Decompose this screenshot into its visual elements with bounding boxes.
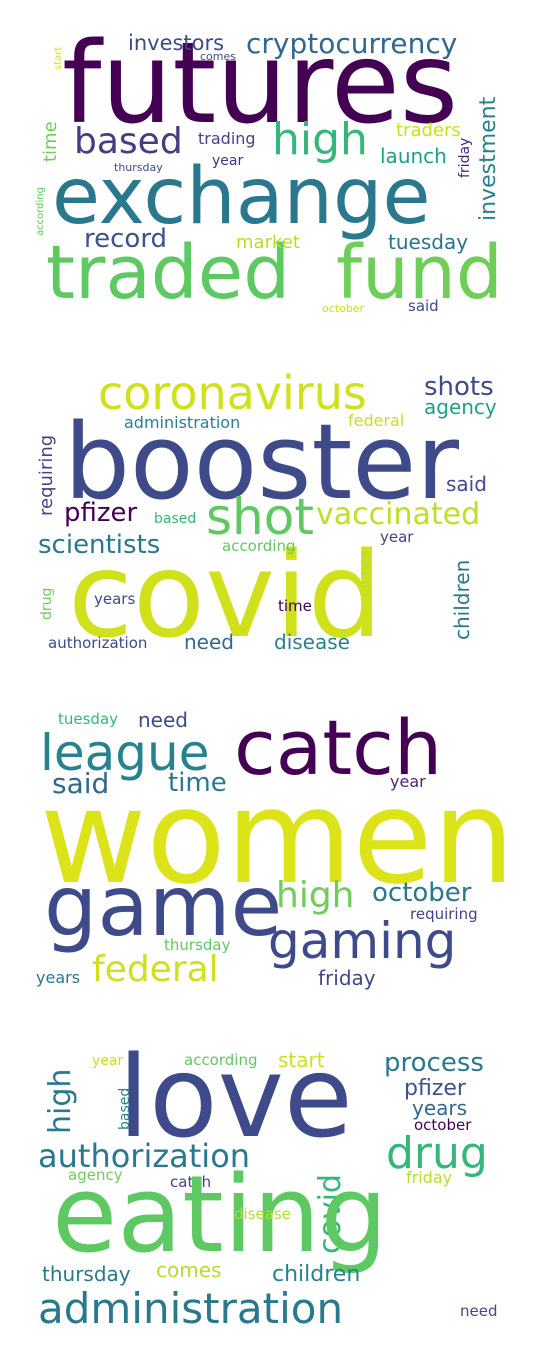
word-time: time [168, 768, 227, 798]
word-thursday: thursday [114, 161, 163, 174]
word-year: year [390, 772, 426, 791]
word-investors: investors [128, 31, 225, 55]
word-need: need [184, 630, 234, 654]
word-disease: disease [234, 1205, 291, 1223]
word-according: according [184, 1051, 258, 1069]
word-year: year [92, 1053, 124, 1069]
word-cloud-1: futures exchange traded fund cryptocurre… [0, 0, 534, 334]
word-process: process [384, 1048, 484, 1078]
word-year: year [380, 528, 414, 546]
word-tuesday: tuesday [58, 710, 119, 728]
word-requiring: requiring [410, 905, 478, 923]
word-agency: agency [68, 1166, 123, 1184]
word-scientists: scientists [38, 530, 161, 560]
word-administration: administration [124, 413, 241, 432]
word-comes: comes [156, 1258, 222, 1282]
word-covid: covid [68, 526, 383, 664]
word-according: according [222, 537, 296, 555]
word-thursday: thursday [42, 1262, 131, 1286]
word-league: league [40, 724, 210, 782]
word-friday: friday [457, 137, 473, 178]
word-said: said [408, 297, 439, 315]
word-years: years [94, 590, 136, 608]
word-pfizer: pfizer [64, 498, 138, 528]
word-friday: friday [406, 1168, 453, 1187]
word-coronavirus: coronavirus [98, 366, 367, 420]
word-trading: trading [198, 129, 256, 148]
word-need: need [138, 708, 188, 732]
word-catch: catch [170, 1173, 212, 1191]
word-based: based [117, 1087, 133, 1130]
word-cloud-4: year according start process high love p… [0, 1014, 534, 1368]
word-said: said [446, 472, 487, 496]
word-futures: futures [62, 19, 459, 149]
word-drug: drug [39, 587, 55, 620]
word-time: time [278, 597, 312, 615]
word-october: october [322, 302, 365, 315]
word-traders: traders [396, 120, 461, 141]
word-cloud-2: coronavirus booster covid shot vaccinate… [0, 334, 534, 674]
word-comes: comes [200, 50, 236, 63]
word-according: according [35, 187, 46, 236]
word-tuesday: tuesday [388, 230, 469, 254]
word-administration: administration [38, 1284, 344, 1333]
word-children: children [450, 559, 474, 640]
word-need: need [460, 1302, 498, 1320]
word-authorization: authorization [38, 1137, 251, 1175]
word-game: game [44, 857, 283, 955]
word-comes: comes [357, 550, 373, 596]
word-agency: agency [424, 395, 497, 419]
word-children: children [272, 1262, 361, 1287]
word-based: based [74, 121, 183, 162]
word-love: love [118, 1033, 353, 1163]
word-disease: disease [274, 630, 350, 654]
word-drug: drug [386, 1128, 488, 1179]
word-high: high [272, 114, 368, 165]
word-october: october [414, 1116, 472, 1134]
word-start: start [278, 1048, 325, 1072]
word-year: year [212, 153, 244, 169]
word-federal: federal [348, 411, 405, 430]
word-gaming: gaming [268, 912, 457, 970]
word-launch: launch [380, 144, 447, 168]
word-cryptocurrency: cryptocurrency [246, 27, 458, 60]
word-years: years [412, 1096, 468, 1120]
word-authorization: authorization [48, 634, 148, 652]
word-thursday: thursday [164, 936, 231, 954]
word-october: october [372, 878, 472, 908]
word-high: high [276, 875, 355, 916]
word-market: market [236, 232, 300, 253]
word-women: women [40, 761, 515, 913]
word-friday: friday [318, 966, 376, 990]
word-catch: catch [234, 703, 443, 792]
word-eating: eating [52, 1153, 388, 1276]
word-booster: booster [64, 401, 459, 523]
word-shots: shots [424, 372, 494, 402]
word-cloud-3: tuesday need league catch said time year… [0, 674, 534, 1014]
word-exchange: exchange [52, 152, 431, 242]
word-start: start [53, 46, 64, 70]
word-years: years [36, 968, 81, 987]
word-requiring: requiring [36, 434, 57, 516]
word-federal: federal [92, 949, 219, 990]
word-investment: investment [476, 96, 501, 221]
word-time: time [40, 121, 61, 162]
word-traded: traded [46, 230, 291, 316]
word-fund: fund [336, 230, 503, 316]
word-high: high [43, 1068, 78, 1134]
word-record: record [84, 224, 168, 254]
word-vaccinated: vaccinated [316, 497, 481, 532]
word-said: said [52, 767, 110, 800]
word-based: based [154, 511, 197, 527]
word-pfizer: pfizer [404, 1076, 466, 1101]
word-shot: shot [206, 488, 314, 546]
